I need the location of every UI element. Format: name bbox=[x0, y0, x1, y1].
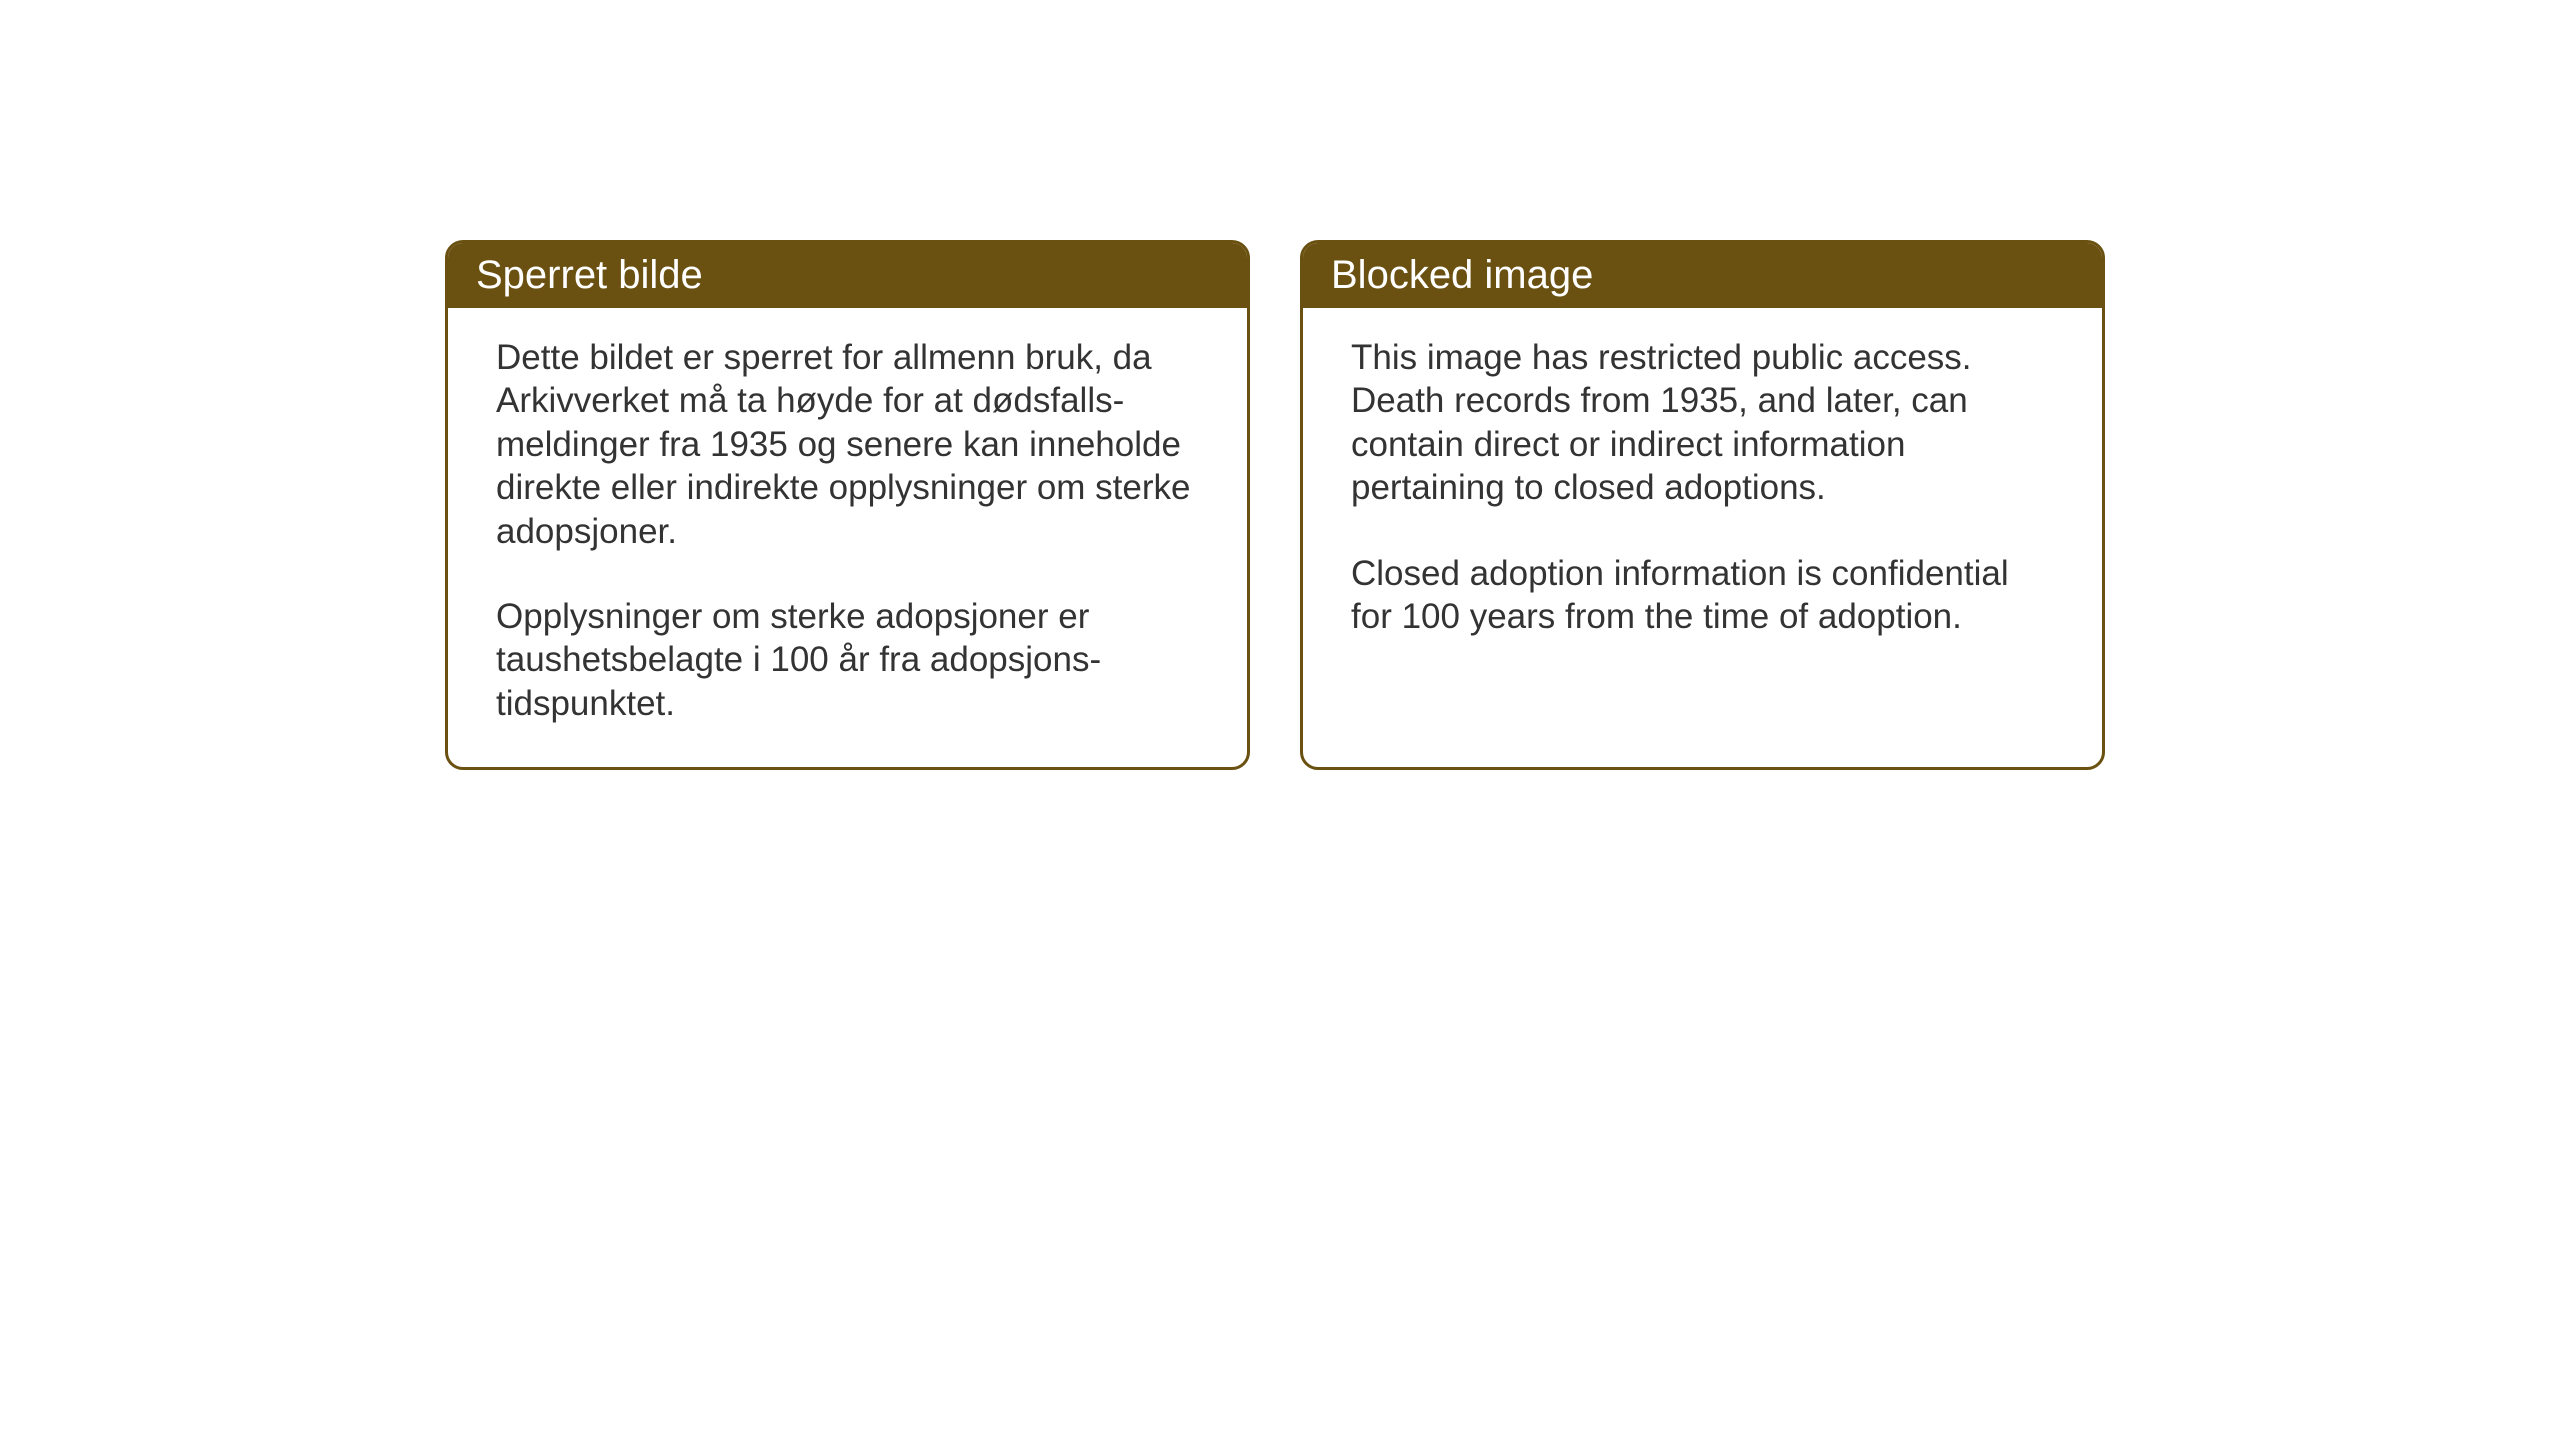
card-paragraph-2-english: Closed adoption information is confident… bbox=[1351, 552, 2054, 639]
card-paragraph-1-english: This image has restricted public access.… bbox=[1351, 336, 2054, 510]
notice-container: Sperret bilde Dette bildet er sperret fo… bbox=[445, 240, 2105, 770]
card-header-norwegian: Sperret bilde bbox=[448, 243, 1247, 308]
card-body-english: This image has restricted public access.… bbox=[1303, 308, 2102, 680]
card-title-english: Blocked image bbox=[1331, 253, 1593, 297]
card-body-norwegian: Dette bildet er sperret for allmenn bruk… bbox=[448, 308, 1247, 767]
card-title-norwegian: Sperret bilde bbox=[476, 253, 703, 297]
card-paragraph-2-norwegian: Opplysninger om sterke adopsjoner er tau… bbox=[496, 595, 1199, 725]
notice-card-english: Blocked image This image has restricted … bbox=[1300, 240, 2105, 770]
notice-card-norwegian: Sperret bilde Dette bildet er sperret fo… bbox=[445, 240, 1250, 770]
card-header-english: Blocked image bbox=[1303, 243, 2102, 308]
card-paragraph-1-norwegian: Dette bildet er sperret for allmenn bruk… bbox=[496, 336, 1199, 553]
